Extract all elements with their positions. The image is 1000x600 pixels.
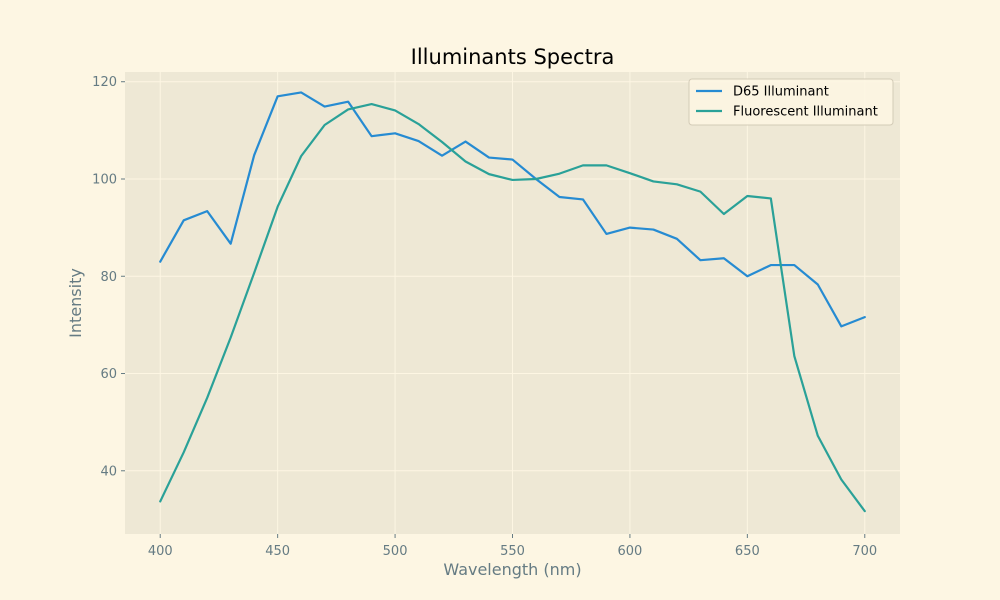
y-axis-ticks: 40 60 80 100 120 — [92, 75, 125, 479]
x-tick-label: 650 — [735, 544, 760, 559]
x-tick-label: 550 — [500, 544, 525, 559]
y-tick-label: 100 — [92, 172, 117, 187]
y-axis-label: Intensity — [66, 268, 85, 338]
y-tick-label: 60 — [100, 367, 117, 382]
x-tick-label: 450 — [265, 544, 290, 559]
x-tick-label: 600 — [618, 544, 643, 559]
y-tick-label: 120 — [92, 75, 117, 90]
x-tick-label: 500 — [383, 544, 408, 559]
legend-box — [688, 78, 894, 126]
x-axis-ticks: 400 450 500 550 600 650 700 — [148, 534, 877, 559]
chart-title: Illuminants Spectra — [411, 45, 615, 69]
x-tick-label: 400 — [148, 544, 173, 559]
series-line-d65 — [159, 91, 866, 328]
series-line-fluorescent — [159, 102, 866, 513]
x-tick-label: 700 — [852, 544, 877, 559]
legend-label-d65: D65 Illuminant — [733, 85, 829, 100]
y-tick-label: 40 — [100, 464, 117, 479]
y-tick-label: 80 — [100, 270, 117, 285]
x-axis-label: Wavelength (nm) — [443, 560, 581, 579]
legend: D65 Illuminant Fluorescent Illuminant — [688, 78, 894, 126]
series-lines — [159, 91, 866, 513]
legend-label-fluorescent: Fluorescent Illuminant — [733, 105, 878, 120]
